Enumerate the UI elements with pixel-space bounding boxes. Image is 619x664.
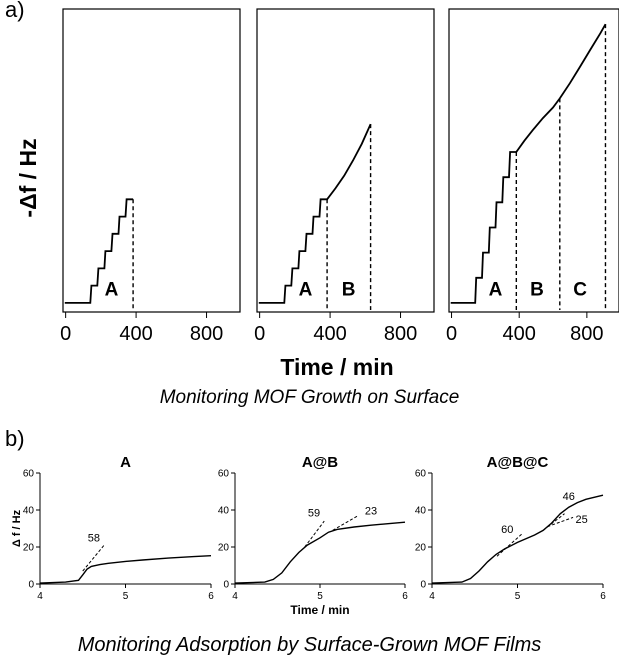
x-axis-label-a: Time / min [280, 354, 393, 380]
x-tick-label: 5 [515, 591, 521, 602]
series-line [450, 23, 607, 304]
y-tick-label: 0 [223, 580, 229, 591]
y-tick-label: 60 [218, 469, 230, 480]
y-axis-label-a: -Δf / Hz [15, 138, 41, 217]
plot-frame [256, 8, 435, 313]
x-tick-label: 400 [119, 323, 152, 345]
x-tick-label: 800 [384, 323, 417, 345]
annotation-label: C [573, 279, 587, 300]
annotation-label: 46 [563, 491, 575, 503]
chart-title: A@B [302, 454, 338, 471]
slope-tangent-line [82, 544, 105, 572]
annotation-label: 60 [501, 524, 513, 536]
annotation-label: 23 [365, 506, 377, 518]
x-tick-label: 6 [600, 591, 606, 602]
y-tick-label: 40 [415, 506, 427, 517]
y-tick-label: 20 [23, 543, 35, 554]
x-tick-label: 4 [232, 591, 238, 602]
x-tick-label: 4 [429, 591, 435, 602]
x-tick-label: 400 [313, 323, 346, 345]
slope-tangent-line [496, 533, 523, 557]
annotation-label: A [299, 279, 313, 300]
y-tick-label: 20 [415, 543, 427, 554]
annotation-label: A [489, 279, 503, 300]
y-tick-label: 0 [28, 580, 34, 591]
chart-a1: 0 400 800 A [60, 8, 241, 345]
slope-tangent-line [304, 520, 325, 548]
annotation-label: B [530, 279, 544, 300]
y-tick-label: 60 [23, 469, 35, 480]
series-line [39, 555, 212, 584]
x-tick-label: 4 [37, 591, 43, 602]
x-tick-label: 0 [446, 323, 457, 345]
chart-title: A [120, 454, 131, 471]
plot-frame [62, 8, 241, 313]
x-tick-label: 6 [402, 591, 408, 602]
y-axis-label: Δ f / Hz [11, 509, 23, 547]
annotation-label: B [342, 279, 356, 300]
annotation-label: 59 [308, 507, 320, 519]
caption-panel-b: Monitoring Adsorption by Surface-Grown M… [77, 634, 542, 656]
plot-frame [448, 8, 619, 313]
annotation-label: 58 [88, 532, 100, 544]
x-tick-label: 5 [123, 591, 129, 602]
y-tick-label: 40 [218, 506, 230, 517]
x-tick-label: 0 [60, 323, 71, 345]
series-line [258, 123, 372, 304]
x-tick-label: 0 [254, 323, 265, 345]
chart-a3: 0 400 800 A B C [446, 8, 619, 345]
y-tick-label: 40 [23, 506, 35, 517]
series-line [234, 521, 406, 584]
caption-panel-a: Monitoring MOF Growth on Surface [159, 387, 460, 408]
annotation-label: A [105, 279, 119, 300]
x-tick-label: 400 [503, 323, 536, 345]
x-tick-label: 800 [570, 323, 603, 345]
y-tick-label: 0 [420, 580, 426, 591]
y-tick-label: 20 [218, 543, 230, 554]
chart-title: A@B@C [487, 454, 549, 471]
x-tick-label: 800 [190, 323, 223, 345]
panel-a-label: a) [5, 0, 25, 22]
panel-b-label: b) [5, 426, 25, 451]
slope-tangent-line [542, 513, 565, 531]
y-tick-label: 60 [415, 469, 427, 480]
chart-a2: 0 400 800 A B [254, 8, 435, 345]
series-line [431, 494, 604, 584]
x-tick-label: 6 [208, 591, 214, 602]
x-axis-label: Time / min [290, 603, 349, 617]
x-tick-label: 5 [317, 591, 323, 602]
annotation-label: 25 [576, 514, 588, 526]
series-line [64, 198, 134, 304]
slope-tangent-line [547, 516, 574, 528]
